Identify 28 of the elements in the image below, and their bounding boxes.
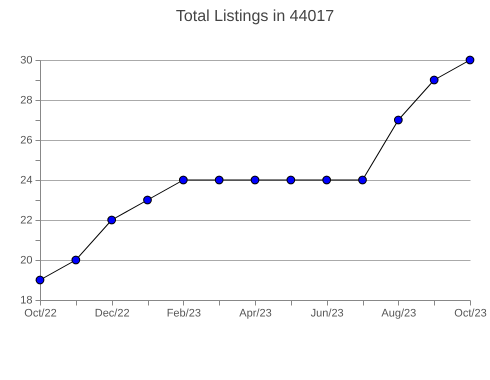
point — [358, 176, 367, 184]
point — [286, 176, 296, 184]
x-tick-label: Feb/23 — [166, 308, 201, 320]
y-tick-label: 20 — [20, 254, 32, 266]
point — [71, 256, 80, 264]
y-tick-label: 18 — [20, 294, 32, 306]
point — [322, 176, 332, 184]
point — [394, 116, 403, 124]
y-tick-label: 24 — [20, 174, 32, 186]
point — [36, 276, 44, 284]
x-tick-label: Oct/23 — [454, 308, 487, 320]
point — [250, 176, 260, 184]
point — [143, 196, 152, 204]
point — [430, 76, 439, 84]
x-tick-label: Aug/23 — [381, 308, 416, 320]
x-tick-label: Apr/23 — [239, 308, 272, 320]
y-tick-label: 26 — [20, 134, 32, 146]
point — [178, 176, 188, 184]
point — [214, 176, 224, 184]
y-tick-label: 30 — [20, 54, 32, 66]
y-tick-label: 22 — [20, 214, 32, 226]
x-tick-label: Dec/22 — [94, 308, 130, 320]
chart-title: Total Listings in 44017 — [176, 8, 334, 25]
point — [107, 216, 116, 224]
x-tick-label: Oct/22 — [24, 308, 57, 320]
point — [466, 56, 474, 64]
x-tick-label: Jun/23 — [310, 308, 344, 320]
y-tick-label: 28 — [20, 94, 32, 106]
